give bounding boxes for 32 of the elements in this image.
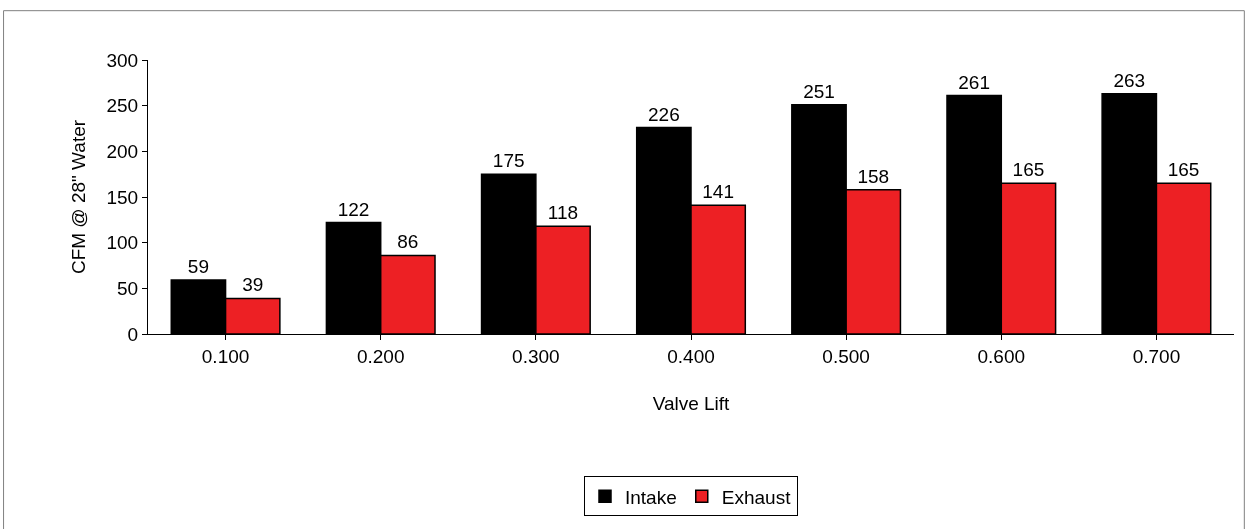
y-tick-label: 200 xyxy=(106,140,139,162)
data-label: 158 xyxy=(857,165,890,187)
x-tick-label: 0.200 xyxy=(356,345,405,367)
legend-label: Exhaust xyxy=(721,486,792,508)
data-label: 261 xyxy=(958,71,990,93)
x-tick-label: 0.500 xyxy=(822,345,870,367)
data-label: 226 xyxy=(648,103,680,125)
x-tick-label: 0.100 xyxy=(201,345,250,367)
data-label: 165 xyxy=(1167,159,1200,181)
data-label: 165 xyxy=(1012,159,1045,181)
data-label: 39 xyxy=(242,274,264,296)
data-label: 59 xyxy=(187,256,209,278)
x-axis-title: Valve Lift xyxy=(652,392,731,414)
data-label: 175 xyxy=(492,150,525,172)
x-tick-label: 0.300 xyxy=(512,345,560,367)
data-label: 251 xyxy=(803,80,835,102)
x-tick-label: 0.400 xyxy=(667,345,715,367)
x-tick-label: 0.700 xyxy=(1132,345,1181,367)
y-tick-label: 100 xyxy=(106,232,139,254)
y-tick-label: 250 xyxy=(106,95,139,117)
legend-label: Intake xyxy=(625,486,677,508)
data-label: 263 xyxy=(1113,69,1146,91)
y-tick-label: 300 xyxy=(106,49,139,71)
y-tick-label: 0 xyxy=(127,323,139,345)
data-label: 141 xyxy=(702,181,734,203)
x-tick-label: 0.600 xyxy=(977,345,1026,367)
y-axis-title: CFM @ 28" Water xyxy=(68,119,90,275)
y-tick-label: 50 xyxy=(117,277,139,299)
y-tick-label: 150 xyxy=(106,186,139,208)
data-label: 118 xyxy=(547,202,579,224)
data-label: 86 xyxy=(397,231,419,253)
data-label: 122 xyxy=(337,198,370,220)
